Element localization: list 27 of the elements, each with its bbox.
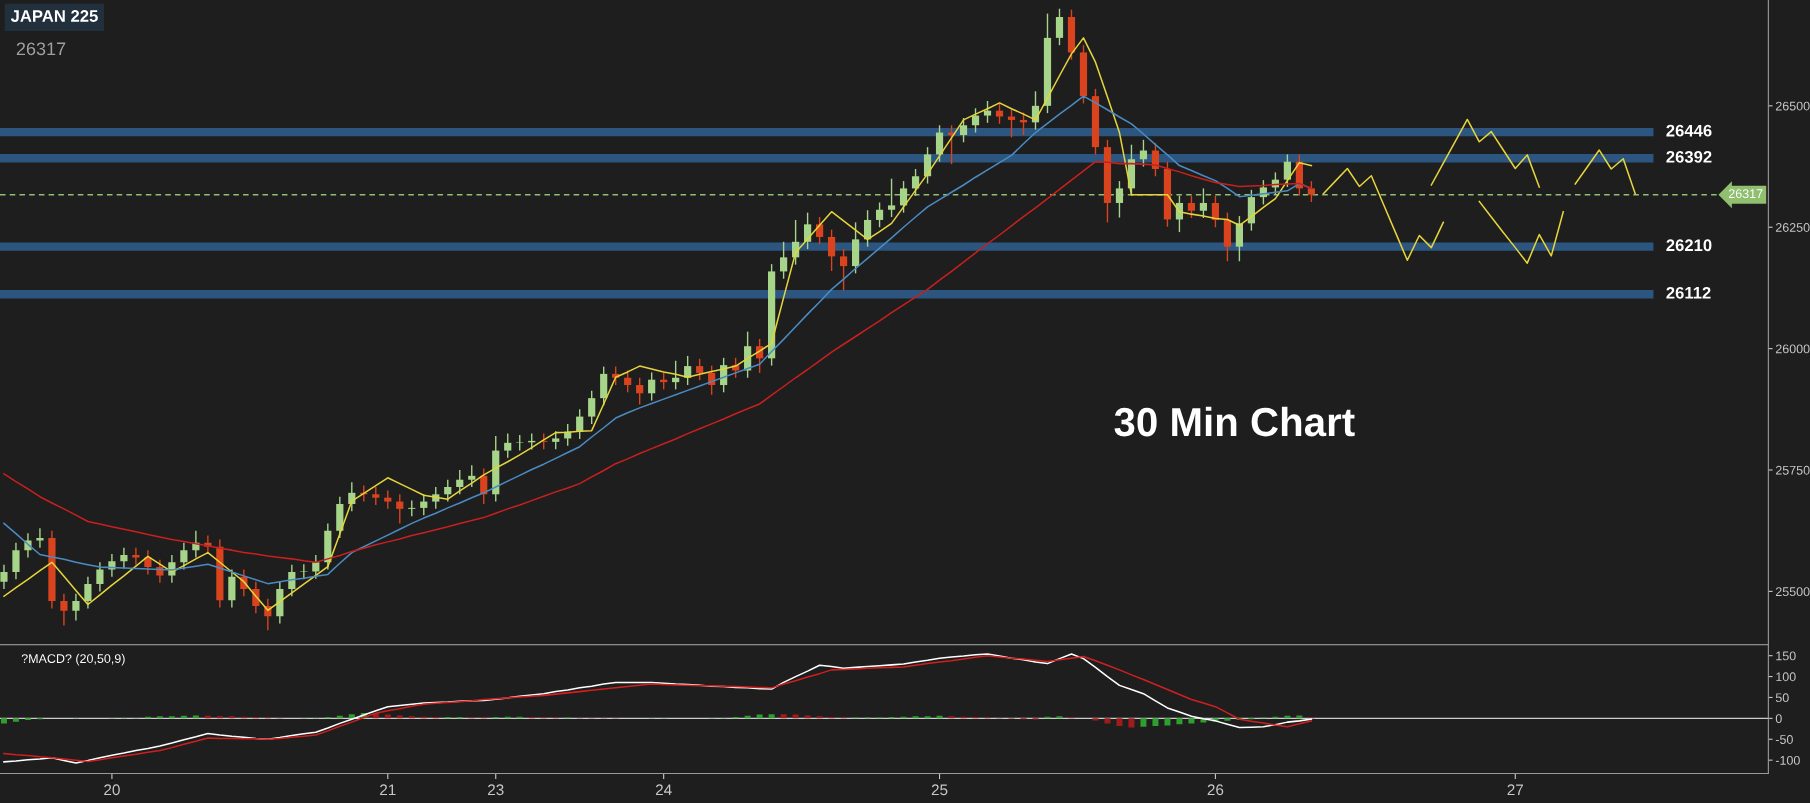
chart-title: JAPAN 225 [10, 10, 98, 22]
y-tick-label: 50 [1775, 693, 1789, 703]
text: 26317 [16, 42, 66, 56]
ref-line-label: 26317 [1728, 189, 1763, 199]
y-tick-label: 25500 [1775, 587, 1810, 597]
y-tick-label: 26250 [1775, 223, 1810, 232]
x-tick-label: 20 [104, 784, 120, 796]
x-tick-label: 24 [655, 784, 672, 796]
ref-line-label: 26112 [1666, 286, 1711, 299]
y-tick-label: 26000 [1775, 344, 1810, 354]
x-tick-label: 27 [1507, 784, 1524, 796]
x-tick-label: 21 [380, 784, 396, 796]
x-tick-label: 25 [931, 784, 948, 796]
x-tick-label: 23 [488, 784, 504, 796]
y-tick-label: 26500 [1775, 101, 1810, 111]
y-tick-label: 25750 [1775, 465, 1810, 475]
x-tick-label: 26 [1207, 784, 1224, 796]
y-tick-label: -100 [1775, 755, 1800, 765]
y-tick-label: 100 [1776, 672, 1796, 682]
y-tick-label: -50 [1775, 735, 1793, 744]
y-tick-label: 150 [1776, 651, 1796, 661]
ref-line-label: 26446 [1666, 124, 1712, 137]
ref-line-label: 26210 [1666, 239, 1712, 252]
text: ?MACD? (20,50,9) [21, 653, 125, 666]
ref-line-label: 26392 [1666, 150, 1712, 163]
y-tick-label: 0 [1775, 714, 1782, 724]
annotation: 30 Min Chart [1114, 406, 1355, 437]
